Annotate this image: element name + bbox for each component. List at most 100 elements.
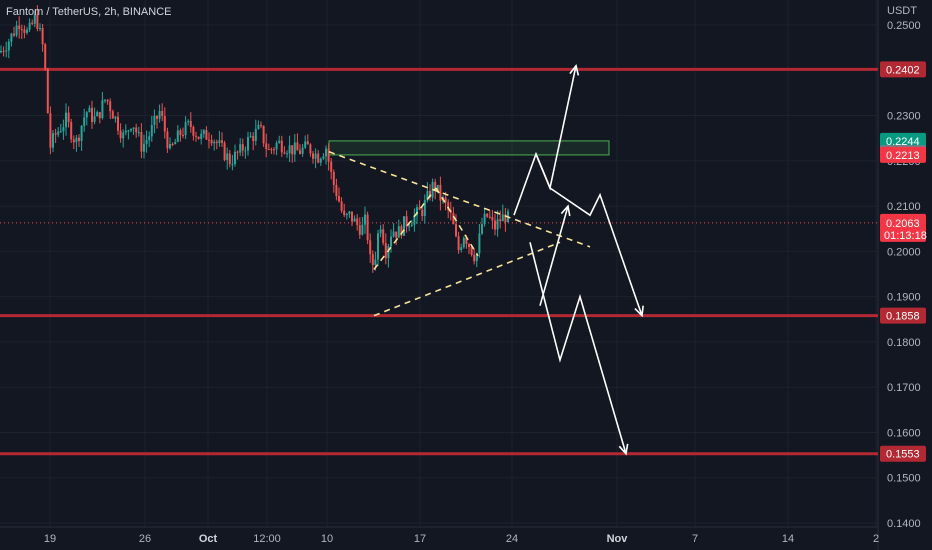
candle-body [468,243,470,248]
candle-body [179,130,182,136]
candle-body [470,247,473,255]
candle-body [348,211,351,214]
candle-body [26,29,28,33]
candle-body [210,140,213,144]
y-tick-label: 0.2300 [887,111,921,123]
candle-body [137,132,140,134]
trend-line-dashed[interactable] [373,241,561,317]
candle-body [46,68,49,114]
candle-body [465,237,468,244]
candle-body [244,150,247,152]
candle-body [369,240,372,255]
projection-path[interactable] [539,205,569,306]
candle-body [104,99,106,101]
resistance-zone-rectangle[interactable] [328,140,610,156]
y-tick-label: 0.1900 [887,292,921,304]
candle-body [111,111,114,119]
candle-body [52,133,54,148]
candle-body [234,151,236,165]
candle-body [260,124,262,126]
candle-body [436,184,439,191]
candle-body [504,214,507,223]
candle-body [135,127,138,133]
candle-body [124,130,127,133]
candle-body [5,50,8,52]
candle-body [377,233,379,260]
candle-body [67,112,70,123]
x-tick-label: 12:00 [253,533,281,545]
candle-body [158,111,161,119]
y-tick-label: 0.2000 [887,246,921,258]
candle-body [18,25,21,30]
candle-body [405,216,408,227]
candle-body [197,136,200,139]
candle-body [0,50,2,53]
candle-body [473,254,476,262]
candle-body [322,156,325,159]
candle-body [187,120,190,123]
candle-body [280,140,283,153]
candle-body [387,246,390,259]
candle-body [262,125,265,144]
projection-path[interactable] [529,242,627,454]
candle-body [239,144,242,153]
candle-body [59,131,62,133]
candle-body [85,112,88,118]
candle-body [397,226,400,238]
candle-body [306,141,309,145]
candle-body [41,27,44,45]
candle-body [132,127,135,129]
candle-body [200,133,203,139]
candle-body [192,126,195,136]
candle-body [114,116,117,119]
projection-arrowhead [634,305,644,318]
x-tick-label: 19 [44,533,56,545]
price-badge-text: 0.1858 [886,311,920,323]
candle-body [382,229,385,244]
candle-body [319,158,322,163]
candle-body [392,231,395,237]
candle-body [31,22,34,24]
candle-body [176,130,179,142]
candle-body [416,207,418,216]
candle-body [70,122,73,140]
candle-body [371,254,374,265]
x-tick-label: 24 [506,533,518,545]
y-tick-label: 0.1500 [887,473,921,485]
trend-line-dashed[interactable] [328,151,591,248]
candle-body [254,128,257,141]
candle-body [117,116,119,131]
candle-body [278,140,281,143]
candle-body [314,153,317,159]
candle-body [80,125,83,142]
candle-body [312,153,314,159]
candle-body [171,143,174,145]
candle-body [340,201,343,211]
projection-path[interactable] [535,153,643,316]
current-price-countdown: 01:13:18 [884,230,927,242]
candle-body [434,181,437,191]
candle-body [88,107,91,113]
candle-body [423,200,426,217]
candle-body [221,140,223,143]
trend-line-dashed[interactable] [435,187,479,257]
candle-body [13,33,15,36]
candle-body [426,190,429,201]
candle-body [275,142,278,150]
candle-body [101,100,104,119]
candle-body [379,229,382,234]
candle-body [57,131,60,135]
price-badge-text: 0.2244 [886,136,920,148]
y-tick-label: 0.2100 [887,201,921,213]
y-tick-label: 0.1800 [887,337,921,349]
candle-body [351,211,353,222]
candle-body [127,130,130,132]
candle-body [228,153,231,165]
candle-body [384,243,387,259]
x-tick-label: Nov [607,533,629,545]
candle-body [2,50,5,52]
candle-body [208,139,210,141]
